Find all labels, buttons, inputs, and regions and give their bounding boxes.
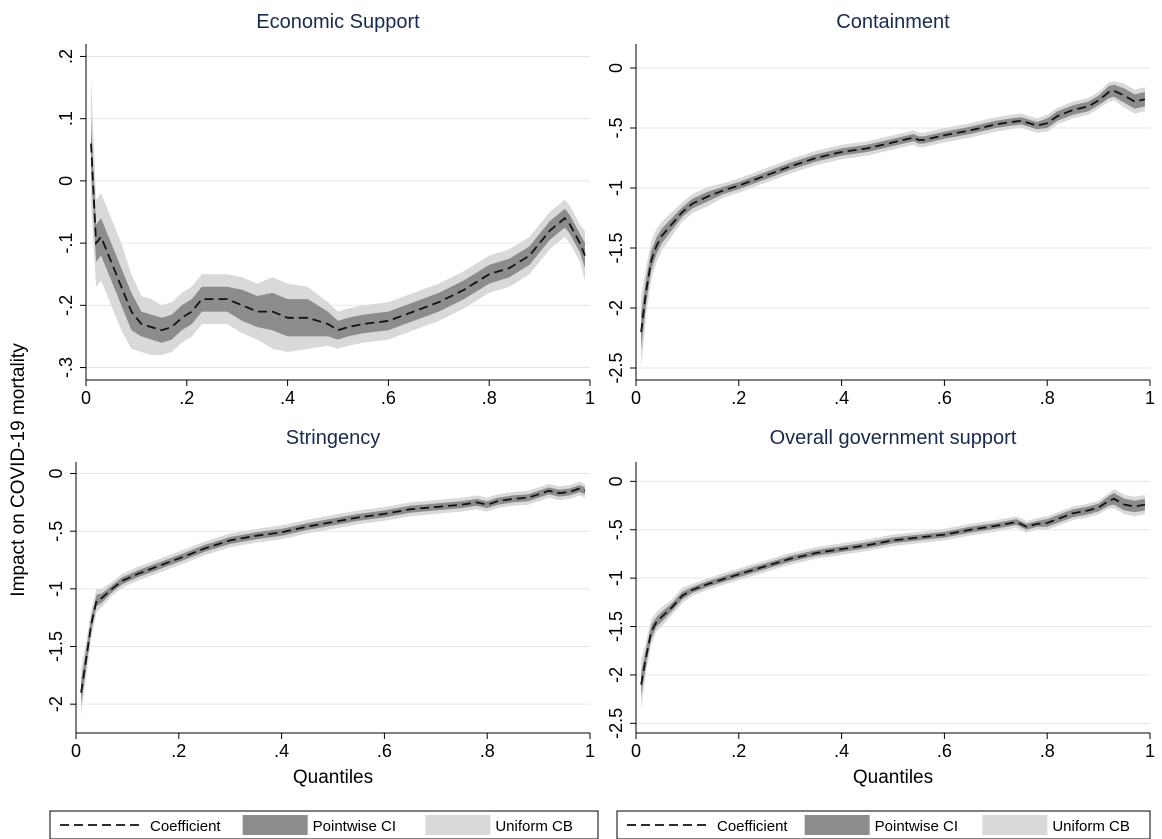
x-tick-label: .2	[171, 741, 186, 761]
coefficient-line	[640, 89, 1146, 333]
y-tick-label: -1.5	[46, 631, 66, 662]
y-tick-label: -1	[46, 581, 66, 597]
y-tick-label: -2	[46, 696, 66, 712]
x-tick-label: .6	[937, 388, 952, 408]
legend-label: Pointwise CI	[313, 818, 396, 835]
x-tick-label: 1	[585, 741, 595, 761]
x-tick-label: .4	[280, 388, 295, 408]
x-tick-label: .6	[381, 388, 396, 408]
y-axis-title: Impact on COVID-19 mortality	[8, 343, 29, 597]
y-tick-label: -1	[606, 180, 626, 196]
legend-uniform-swatch	[425, 815, 491, 835]
legend-label: Uniform CB	[1052, 818, 1130, 835]
legend-frame	[49, 810, 599, 839]
panel-title: Containment	[836, 11, 950, 33]
legend-label: Coefficient	[150, 818, 221, 835]
y-tick-label: -1.5	[606, 232, 626, 263]
y-tick-label: -1.5	[606, 611, 626, 642]
y-tick-label: -.1	[56, 233, 76, 254]
plot-area	[636, 462, 1150, 733]
coefficient-line	[640, 497, 1146, 685]
x-tick-label: 1	[1145, 388, 1155, 408]
x-tick-label: .8	[1040, 388, 1055, 408]
panel-title: Economic Support	[256, 11, 420, 33]
legends: Coefficient Pointwise CI Uniform CB Coeffic…	[49, 810, 1151, 839]
legend-label: Pointwise CI	[875, 818, 958, 835]
legend-1: Coefficient Pointwise CI Uniform CB	[49, 810, 599, 839]
x-tick-label: 0	[631, 741, 641, 761]
x-tick-label: .4	[834, 388, 849, 408]
plot-area	[76, 462, 590, 733]
x-tick-label: .2	[731, 388, 746, 408]
panel-3: 0 -.5 -1 -1.5 -2 0 .2 .4 .6 .8 1 Stringency Quantile…	[46, 427, 595, 788]
y-tick-label: 0	[606, 476, 626, 486]
y-tick-label: -1	[606, 570, 626, 586]
pointwise-ci-band	[91, 118, 585, 343]
x-tick-label: .2	[731, 741, 746, 761]
plot-area	[636, 44, 1150, 380]
y-tick-label: 0	[46, 469, 66, 479]
y-tick-label: -.3	[56, 357, 76, 378]
x-tick-label: 0	[631, 388, 641, 408]
y-tick-label: -2.5	[606, 352, 626, 383]
x-tick-label: .6	[937, 741, 952, 761]
y-tick-label: 0	[606, 63, 626, 73]
x-tick-label: .4	[274, 741, 289, 761]
panel-title: Stringency	[286, 427, 381, 449]
x-axis-title: Quantiles	[293, 767, 373, 788]
y-tick-label: .2	[56, 49, 76, 64]
y-tick-label: -.2	[56, 295, 76, 316]
x-tick-label: 0	[71, 741, 81, 761]
x-tick-label: 0	[81, 388, 91, 408]
y-tick-label: -2	[606, 667, 626, 683]
legend-uniform-swatch	[982, 815, 1048, 835]
coefficient-line	[90, 143, 586, 332]
x-tick-label: .8	[480, 741, 495, 761]
legend-pointwise-swatch	[242, 815, 308, 835]
legend-label: Uniform CB	[495, 818, 573, 835]
x-tick-label: .8	[482, 388, 497, 408]
x-tick-label: .2	[179, 388, 194, 408]
uniform-cb-band	[81, 481, 585, 716]
legend-label: Coefficient	[717, 818, 788, 835]
x-tick-label: .6	[377, 741, 392, 761]
y-tick-label: 0	[56, 176, 76, 186]
y-tick-label: .1	[56, 111, 76, 126]
x-axis-title: Quantiles	[853, 767, 933, 788]
y-tick-label: -2	[606, 300, 626, 316]
coefficient-line	[80, 487, 586, 693]
x-tick-label: 1	[585, 388, 595, 408]
x-tick-label: 1	[1145, 741, 1155, 761]
y-tick-label: -.5	[606, 117, 626, 138]
legend-2: Coefficient Pointwise CI Uniform CB	[616, 810, 1151, 839]
x-tick-label: .4	[834, 741, 849, 761]
uniform-cb-band	[641, 81, 1145, 368]
y-tick-label: -.5	[606, 519, 626, 540]
y-tick-label: -2.5	[606, 708, 626, 739]
panel-title: Overall government support	[770, 427, 1017, 449]
legend-pointwise-swatch	[804, 815, 870, 835]
x-tick-label: .8	[1040, 741, 1055, 761]
y-tick-label: -.5	[46, 521, 66, 542]
